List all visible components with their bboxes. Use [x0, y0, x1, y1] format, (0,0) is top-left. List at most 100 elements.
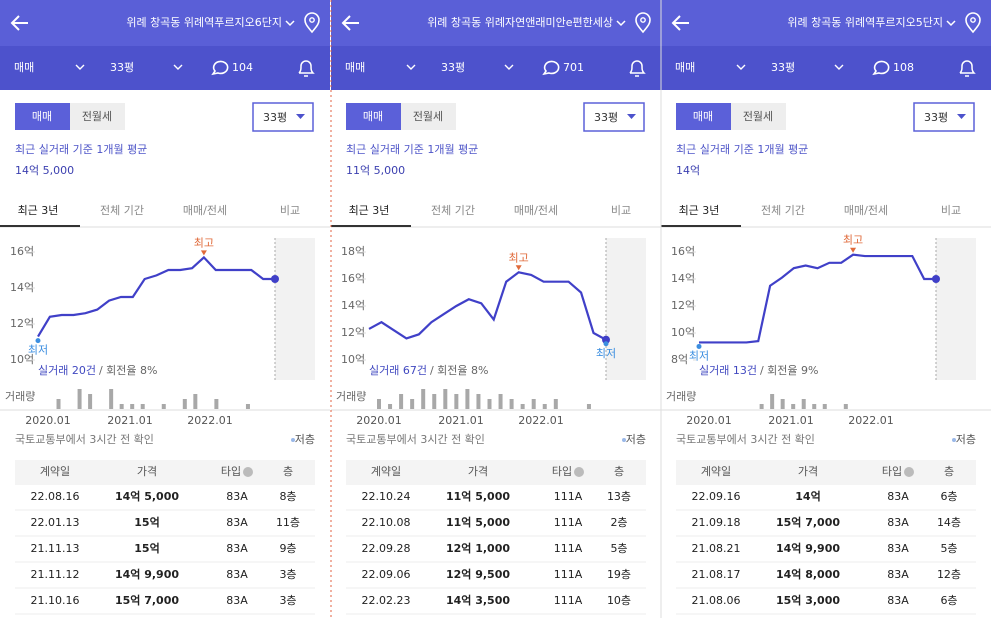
title-chevron[interactable] — [616, 20, 626, 27]
toggle-off[interactable] — [70, 103, 125, 130]
size-dropdown[interactable] — [913, 102, 975, 132]
table-cell: 15억 — [134, 542, 159, 555]
location-icon[interactable] — [635, 12, 651, 34]
back-button[interactable] — [671, 15, 689, 31]
table-cell: 83A — [887, 594, 909, 607]
table-cell: 22.09.28 — [362, 542, 411, 555]
tab[interactable]: 전체 기간 — [100, 204, 144, 217]
tab[interactable]: 전체 기간 — [761, 204, 805, 217]
tab[interactable]: 매매/전세 — [514, 204, 558, 217]
deal-chevron — [736, 64, 746, 70]
comment-icon[interactable] — [542, 60, 560, 76]
price-line — [699, 253, 936, 344]
high-label: 최고 — [843, 234, 863, 247]
volume-bar — [109, 389, 114, 409]
y-tick-label: 16억 — [671, 245, 695, 258]
table-cell: 11층 — [276, 516, 300, 529]
location-icon[interactable] — [965, 12, 981, 34]
back-button[interactable] — [10, 15, 28, 31]
volume-bar — [56, 399, 61, 409]
volume-bar — [822, 404, 827, 409]
complex-title: 위례 창곡동 위례자연앤래미안e편한세상 — [427, 16, 613, 29]
size-chevron — [504, 64, 514, 70]
y-tick-label: 16억 — [341, 272, 365, 285]
y-tick-label: 10억 — [10, 353, 34, 366]
toggle-on[interactable] — [676, 103, 731, 130]
size-filter[interactable]: 33평 — [771, 61, 795, 74]
table-header: 층 — [283, 465, 293, 478]
toggle-on[interactable] — [15, 103, 70, 130]
location-dot — [970, 17, 976, 23]
table-cell: 14억 8,000 — [776, 568, 840, 581]
legend-dot — [291, 438, 295, 442]
dropdown-arrow — [627, 114, 636, 119]
y-tick-label: 12억 — [341, 326, 365, 339]
toggle-off[interactable] — [731, 103, 786, 130]
table-header-bg — [346, 460, 646, 485]
deal-filter[interactable]: 매매 — [675, 61, 695, 74]
volume-bar — [509, 399, 514, 409]
back-button[interactable] — [341, 15, 359, 31]
average-price: 11억 5,000 — [346, 164, 405, 177]
x-tick-label: 2021.01 — [107, 414, 153, 427]
tab[interactable]: 최근 3년 — [18, 204, 59, 217]
size-filter[interactable]: 33평 — [441, 61, 465, 74]
table-header: 타입 — [221, 465, 241, 478]
volume-bar — [465, 389, 470, 409]
table-cell: 21.11.12 — [31, 568, 80, 581]
size-filter[interactable]: 33평 — [110, 61, 134, 74]
bell-icon[interactable] — [959, 60, 976, 77]
table-cell: 21.08.17 — [692, 568, 741, 581]
toggle-sale: 매매 — [693, 110, 713, 123]
deal-count: 실거래 13건 — [699, 364, 757, 377]
table-cell: 14억 — [795, 490, 820, 503]
tab[interactable]: 비교 — [280, 204, 300, 217]
x-tick-label: 2020.01 — [686, 414, 732, 427]
size-dropdown[interactable] — [583, 102, 645, 132]
source-note: 국토교통부에서 3시간 전 확인 — [676, 433, 815, 446]
high-marker — [850, 247, 857, 253]
volume-bar — [770, 394, 775, 409]
volume-bar — [542, 404, 547, 409]
tab[interactable]: 매매/전세 — [844, 204, 888, 217]
bell-icon[interactable] — [629, 60, 646, 77]
comment-icon[interactable] — [211, 60, 229, 76]
toggle-on[interactable] — [346, 103, 401, 130]
table-cell: 13층 — [607, 490, 631, 503]
size-dropdown[interactable] — [252, 102, 314, 132]
future-shade — [936, 238, 976, 380]
turnover: / 회전율 8% — [430, 364, 489, 377]
table-cell: 21.08.06 — [692, 594, 741, 607]
title-chevron[interactable] — [285, 20, 295, 27]
deal-filter[interactable]: 매매 — [345, 61, 365, 74]
comment-icon[interactable] — [872, 60, 890, 76]
toggle-off[interactable] — [401, 103, 456, 130]
table-cell: 9층 — [279, 542, 296, 555]
tab[interactable]: 비교 — [941, 204, 961, 217]
tab[interactable]: 비교 — [611, 204, 631, 217]
table-cell: 11억 5,000 — [446, 490, 510, 503]
source-note: 국토교통부에서 3시간 전 확인 — [346, 433, 485, 446]
legend-low-floor: 저층 — [295, 433, 315, 446]
location-icon[interactable] — [304, 12, 320, 34]
dropdown-label: 33평 — [263, 111, 287, 124]
table-cell: 111A — [554, 594, 583, 607]
deal-filter[interactable]: 매매 — [14, 61, 34, 74]
deal-count: 실거래 67건 — [369, 364, 427, 377]
volume-label: 거래량 — [666, 390, 696, 403]
tab[interactable]: 최근 3년 — [349, 204, 390, 217]
tab[interactable]: 매매/전세 — [183, 204, 227, 217]
bell-icon[interactable] — [298, 60, 315, 77]
volume-bar — [77, 389, 82, 409]
tab[interactable]: 최근 3년 — [679, 204, 720, 217]
help-icon — [904, 467, 914, 477]
dropdown-arrow — [957, 114, 966, 119]
tab[interactable]: 전체 기간 — [431, 204, 475, 217]
volume-bar — [388, 404, 393, 409]
table-cell: 22.10.24 — [362, 490, 411, 503]
dropdown-label: 33평 — [594, 111, 618, 124]
average-price: 14억 5,000 — [15, 164, 74, 177]
volume-bar — [520, 404, 525, 409]
title-chevron[interactable] — [946, 20, 956, 27]
